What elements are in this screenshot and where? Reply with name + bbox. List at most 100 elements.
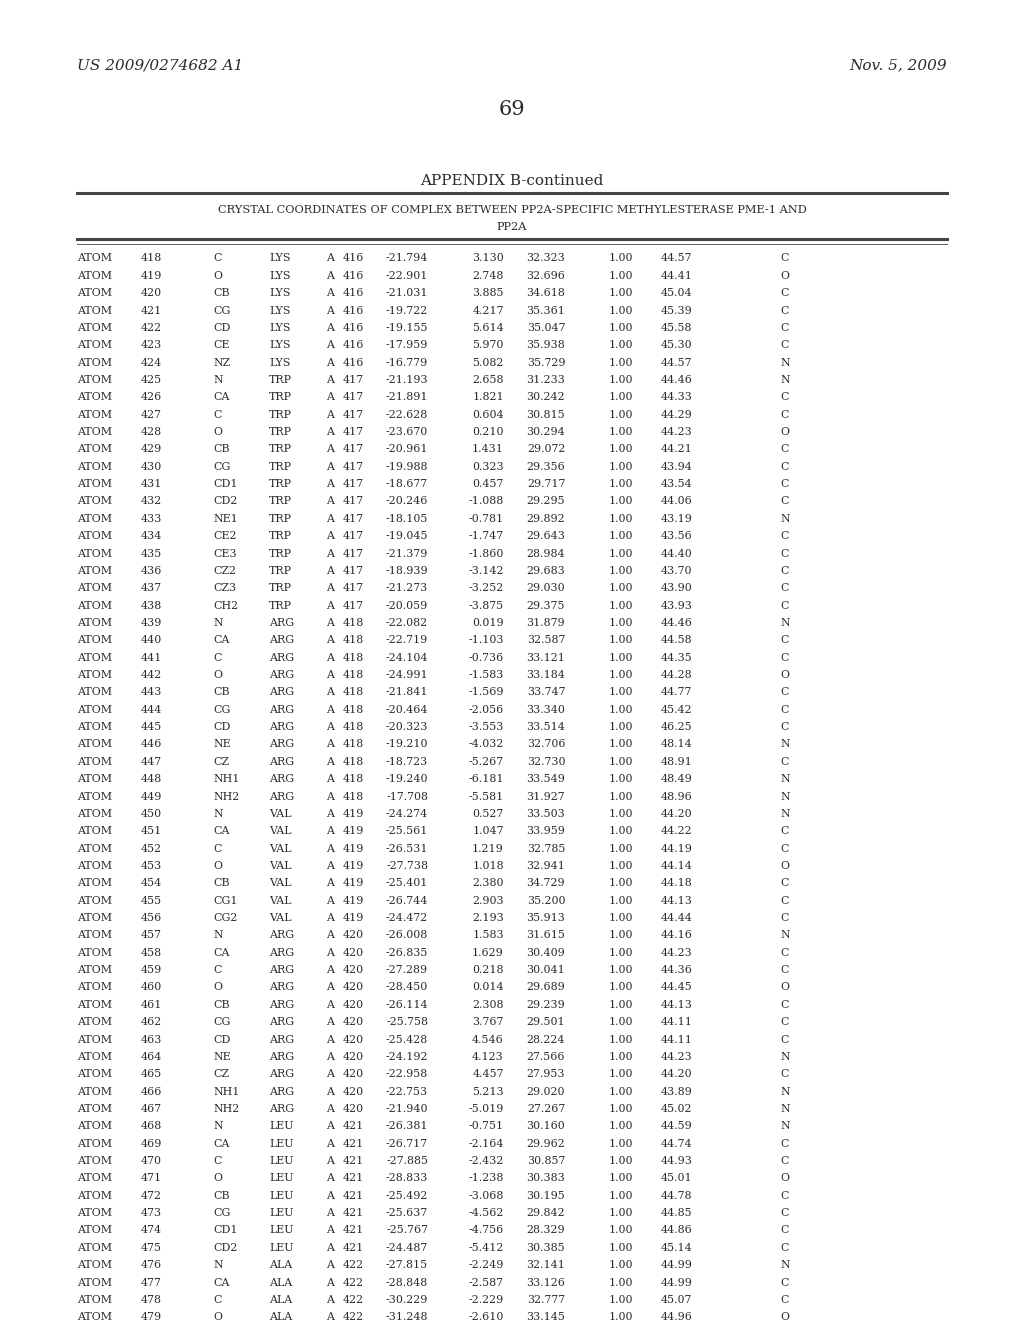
Text: 29.295: 29.295 bbox=[526, 496, 565, 507]
Text: ATOM: ATOM bbox=[77, 1121, 112, 1131]
Text: 419: 419 bbox=[342, 826, 364, 837]
Text: 422: 422 bbox=[342, 1261, 364, 1270]
Text: 449: 449 bbox=[140, 792, 162, 801]
Text: C: C bbox=[780, 583, 788, 593]
Text: 417: 417 bbox=[342, 496, 364, 507]
Text: A: A bbox=[326, 1035, 334, 1044]
Text: TRP: TRP bbox=[269, 409, 292, 420]
Text: -24.274: -24.274 bbox=[386, 809, 428, 818]
Text: C: C bbox=[780, 878, 788, 888]
Text: 1.00: 1.00 bbox=[608, 1225, 633, 1236]
Text: -25.561: -25.561 bbox=[386, 826, 428, 837]
Text: 27.566: 27.566 bbox=[526, 1052, 565, 1061]
Text: 433: 433 bbox=[140, 513, 162, 524]
Text: 43.94: 43.94 bbox=[660, 462, 692, 471]
Text: A: A bbox=[326, 722, 334, 733]
Text: 44.11: 44.11 bbox=[660, 1035, 692, 1044]
Text: 420: 420 bbox=[342, 931, 364, 940]
Text: 29.501: 29.501 bbox=[526, 1018, 565, 1027]
Text: 439: 439 bbox=[140, 618, 162, 628]
Text: 2.748: 2.748 bbox=[472, 271, 504, 281]
Text: ATOM: ATOM bbox=[77, 341, 112, 350]
Text: 418: 418 bbox=[342, 618, 364, 628]
Text: TRP: TRP bbox=[269, 583, 292, 593]
Text: ARG: ARG bbox=[269, 756, 295, 767]
Text: ATOM: ATOM bbox=[77, 513, 112, 524]
Text: CB: CB bbox=[213, 999, 229, 1010]
Text: 416: 416 bbox=[342, 288, 364, 298]
Text: CZ: CZ bbox=[213, 756, 229, 767]
Text: 437: 437 bbox=[140, 583, 162, 593]
Text: -1.583: -1.583 bbox=[468, 671, 504, 680]
Text: 466: 466 bbox=[140, 1086, 162, 1097]
Text: 4.546: 4.546 bbox=[472, 1035, 504, 1044]
Text: 1.00: 1.00 bbox=[608, 253, 633, 264]
Text: 44.46: 44.46 bbox=[660, 375, 692, 385]
Text: 1.821: 1.821 bbox=[472, 392, 504, 403]
Text: 33.145: 33.145 bbox=[526, 1312, 565, 1320]
Text: 1.431: 1.431 bbox=[472, 445, 504, 454]
Text: 471: 471 bbox=[140, 1173, 162, 1184]
Text: C: C bbox=[780, 1018, 788, 1027]
Text: CZ3: CZ3 bbox=[213, 583, 237, 593]
Text: 1.00: 1.00 bbox=[608, 271, 633, 281]
Text: A: A bbox=[326, 878, 334, 888]
Text: -19.240: -19.240 bbox=[385, 774, 428, 784]
Text: 1.018: 1.018 bbox=[472, 861, 504, 871]
Text: 3.130: 3.130 bbox=[472, 253, 504, 264]
Text: C: C bbox=[780, 549, 788, 558]
Text: A: A bbox=[326, 1069, 334, 1080]
Text: 35.047: 35.047 bbox=[526, 323, 565, 333]
Text: CH2: CH2 bbox=[213, 601, 239, 611]
Text: -22.958: -22.958 bbox=[386, 1069, 428, 1080]
Text: CE2: CE2 bbox=[213, 531, 237, 541]
Text: 452: 452 bbox=[140, 843, 162, 854]
Text: -2.249: -2.249 bbox=[468, 1261, 504, 1270]
Text: -25.492: -25.492 bbox=[386, 1191, 428, 1201]
Text: 418: 418 bbox=[342, 671, 364, 680]
Text: -20.323: -20.323 bbox=[386, 722, 428, 733]
Text: TRP: TRP bbox=[269, 426, 292, 437]
Text: 27.953: 27.953 bbox=[526, 1069, 565, 1080]
Text: CRYSTAL COORDINATES OF COMPLEX BETWEEN PP2A-SPECIFIC METHYLESTERASE PME-1 AND: CRYSTAL COORDINATES OF COMPLEX BETWEEN P… bbox=[218, 205, 806, 215]
Text: C: C bbox=[780, 999, 788, 1010]
Text: 33.549: 33.549 bbox=[526, 774, 565, 784]
Text: 1.00: 1.00 bbox=[608, 1191, 633, 1201]
Text: C: C bbox=[213, 409, 221, 420]
Text: -25.401: -25.401 bbox=[386, 878, 428, 888]
Text: ATOM: ATOM bbox=[77, 409, 112, 420]
Text: O: O bbox=[213, 426, 222, 437]
Text: NH1: NH1 bbox=[213, 1086, 240, 1097]
Text: -2.164: -2.164 bbox=[468, 1139, 504, 1148]
Text: 35.729: 35.729 bbox=[526, 358, 565, 367]
Text: ATOM: ATOM bbox=[77, 843, 112, 854]
Text: CB: CB bbox=[213, 1191, 229, 1201]
Text: 464: 464 bbox=[140, 1052, 162, 1061]
Text: ATOM: ATOM bbox=[77, 878, 112, 888]
Text: 1.00: 1.00 bbox=[608, 549, 633, 558]
Text: A: A bbox=[326, 409, 334, 420]
Text: 418: 418 bbox=[342, 792, 364, 801]
Text: 436: 436 bbox=[140, 566, 162, 576]
Text: O: O bbox=[780, 861, 790, 871]
Text: US 2009/0274682 A1: US 2009/0274682 A1 bbox=[77, 58, 243, 73]
Text: 420: 420 bbox=[140, 288, 162, 298]
Text: C: C bbox=[780, 1156, 788, 1166]
Text: -21.794: -21.794 bbox=[386, 253, 428, 264]
Text: 429: 429 bbox=[140, 445, 162, 454]
Text: 30.041: 30.041 bbox=[526, 965, 565, 975]
Text: ATOM: ATOM bbox=[77, 722, 112, 733]
Text: ATOM: ATOM bbox=[77, 652, 112, 663]
Text: N: N bbox=[780, 1104, 790, 1114]
Text: 31.927: 31.927 bbox=[526, 792, 565, 801]
Text: A: A bbox=[326, 288, 334, 298]
Text: C: C bbox=[780, 1243, 788, 1253]
Text: A: A bbox=[326, 896, 334, 906]
Text: 44.13: 44.13 bbox=[660, 999, 692, 1010]
Text: LYS: LYS bbox=[269, 288, 291, 298]
Text: 29.842: 29.842 bbox=[526, 1208, 565, 1218]
Text: ARG: ARG bbox=[269, 1069, 295, 1080]
Text: ATOM: ATOM bbox=[77, 426, 112, 437]
Text: 448: 448 bbox=[140, 774, 162, 784]
Text: 421: 421 bbox=[342, 1208, 364, 1218]
